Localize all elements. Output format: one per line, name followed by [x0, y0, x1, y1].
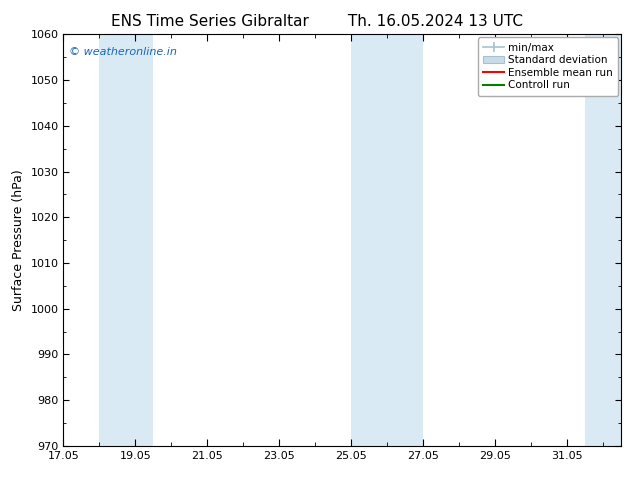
Bar	[100, 34, 153, 446]
Y-axis label: Surface Pressure (hPa): Surface Pressure (hPa)	[12, 169, 25, 311]
Bar	[585, 34, 634, 446]
Legend: min/max, Standard deviation, Ensemble mean run, Controll run: min/max, Standard deviation, Ensemble me…	[478, 37, 618, 96]
Text: © weatheronline.in: © weatheronline.in	[69, 47, 177, 57]
Text: ENS Time Series Gibraltar        Th. 16.05.2024 13 UTC: ENS Time Series Gibraltar Th. 16.05.2024…	[111, 14, 523, 29]
Bar	[351, 34, 424, 446]
